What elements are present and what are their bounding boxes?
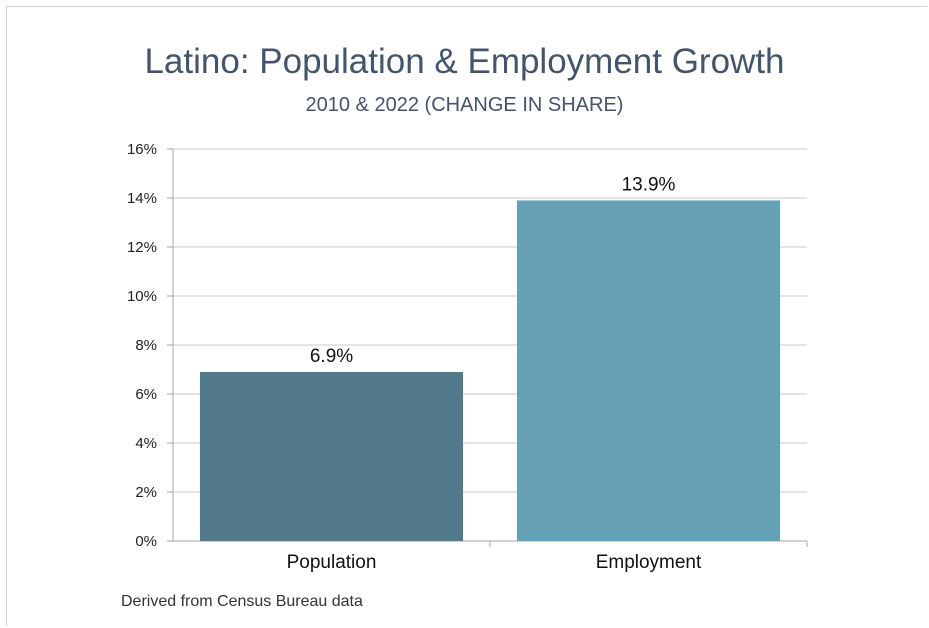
x-category-label: Employment [596, 552, 702, 573]
y-tick-label: 16% [127, 141, 157, 158]
y-tick-label: 0% [135, 533, 157, 550]
y-tick-label: 10% [127, 288, 157, 305]
bar-employment [516, 200, 781, 541]
slide-frame [6, 6, 927, 626]
y-tick-label: 4% [135, 435, 157, 452]
y-tick-label: 8% [135, 337, 157, 354]
chart-title: Latino: Population & Employment Growth [144, 42, 785, 81]
data-label: 6.9% [310, 346, 353, 367]
chart-subtitle: 2010 & 2022 (CHANGE IN SHARE) [305, 94, 624, 116]
data-label: 13.9% [622, 174, 676, 195]
x-category-label: Population [287, 552, 377, 573]
y-tick-label: 6% [135, 386, 157, 403]
y-tick-label: 12% [127, 239, 157, 256]
bar-population [199, 371, 464, 541]
y-tick-label: 14% [127, 190, 157, 207]
y-tick-label: 2% [135, 484, 157, 501]
source-note: Derived from Census Bureau data [121, 593, 363, 610]
